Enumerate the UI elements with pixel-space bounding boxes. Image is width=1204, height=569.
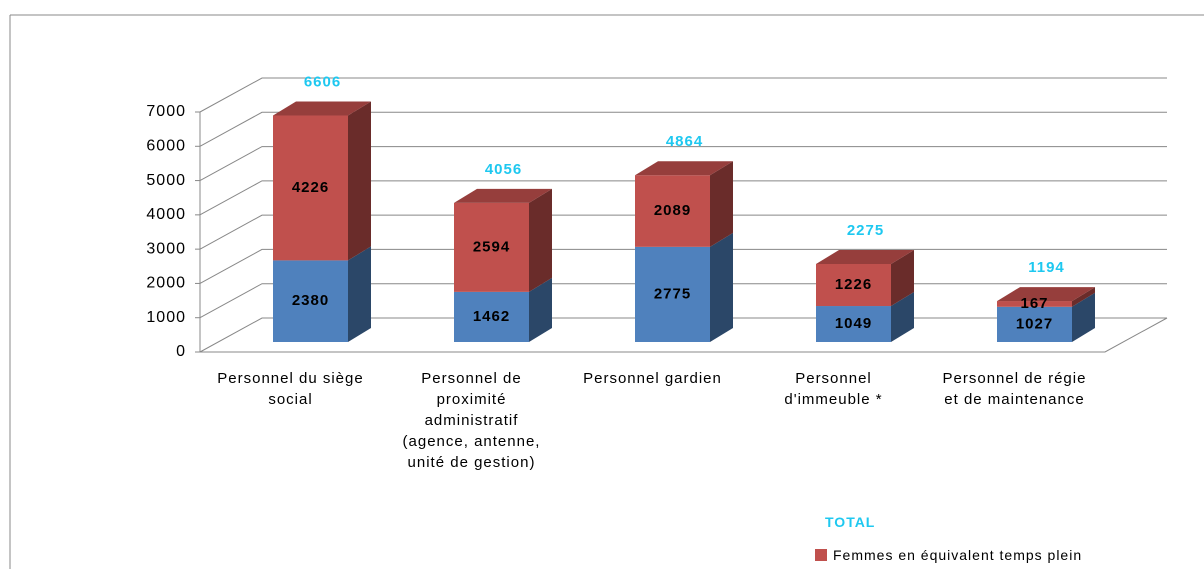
y-tick-label: 4000 bbox=[146, 206, 186, 223]
bar bbox=[816, 306, 891, 342]
value-label: 4226 bbox=[292, 179, 329, 196]
bar-top bbox=[273, 101, 371, 116]
bar-side bbox=[1072, 287, 1095, 307]
x-tick-label: Personnel de proximité administratif (ag… bbox=[402, 370, 541, 471]
floor bbox=[200, 317, 1168, 353]
bar-top bbox=[635, 161, 733, 176]
total-label: 6606 bbox=[304, 73, 341, 90]
bar-side bbox=[891, 292, 914, 342]
bar-side bbox=[529, 277, 552, 342]
value-label: 1027 bbox=[1016, 315, 1053, 332]
y-tick-label: 0 bbox=[176, 343, 186, 360]
bar bbox=[273, 260, 348, 342]
bar-side bbox=[710, 232, 733, 342]
value-label: 2594 bbox=[473, 238, 510, 255]
legend-swatch bbox=[815, 549, 827, 561]
y-tick-label: 5000 bbox=[146, 172, 186, 189]
grid-line bbox=[199, 248, 1167, 284]
grid-line bbox=[199, 146, 1167, 182]
bar bbox=[454, 202, 529, 292]
y-tick-label: 7000 bbox=[146, 103, 186, 120]
bar-top bbox=[997, 287, 1095, 302]
value-label: 167 bbox=[1020, 295, 1048, 312]
y-tick-label: 2000 bbox=[146, 275, 186, 292]
grid-line bbox=[199, 180, 1167, 216]
bar bbox=[997, 301, 1072, 307]
x-tick-label: Personnel gardien bbox=[583, 370, 722, 387]
y-tick-label: 1000 bbox=[146, 309, 186, 326]
value-label: 1226 bbox=[835, 276, 872, 293]
bar-side bbox=[1072, 292, 1095, 342]
bar-top bbox=[816, 250, 914, 264]
value-label: 1462 bbox=[473, 308, 510, 325]
y-tick-label: 6000 bbox=[146, 138, 186, 155]
legend-title: TOTAL bbox=[825, 514, 876, 530]
bar-side bbox=[348, 101, 371, 261]
bar bbox=[635, 246, 710, 342]
total-label: 2275 bbox=[847, 222, 884, 239]
total-label: 1194 bbox=[1028, 259, 1065, 276]
bar-side bbox=[710, 161, 733, 247]
total-label: 4864 bbox=[666, 133, 703, 150]
bar bbox=[454, 291, 529, 342]
grid-line bbox=[199, 77, 1167, 113]
bar bbox=[273, 115, 348, 261]
bar bbox=[635, 175, 710, 247]
bar bbox=[997, 306, 1072, 342]
x-tick-label: Personnel d'immeuble * bbox=[784, 370, 883, 408]
bar-side bbox=[529, 188, 552, 292]
value-label: 2775 bbox=[654, 285, 691, 302]
grid-line bbox=[199, 111, 1167, 147]
value-label: 2089 bbox=[654, 202, 691, 219]
bar-top bbox=[454, 188, 552, 203]
x-tick-label: Personnel de régie et de maintenance bbox=[942, 370, 1087, 408]
bar-side bbox=[348, 246, 371, 342]
value-label: 2380 bbox=[292, 292, 329, 309]
x-tick-label: Personnel du siège social bbox=[217, 370, 364, 408]
total-label: 4056 bbox=[485, 161, 522, 178]
bar bbox=[816, 264, 891, 307]
grid-line bbox=[199, 214, 1167, 250]
bar-side bbox=[891, 250, 914, 307]
legend-label: Femmes en équivalent temps plein bbox=[833, 547, 1083, 563]
legend-item: Femmes en équivalent temps plein bbox=[815, 547, 1082, 563]
value-label: 1049 bbox=[835, 315, 872, 332]
y-tick-label: 3000 bbox=[146, 240, 186, 257]
